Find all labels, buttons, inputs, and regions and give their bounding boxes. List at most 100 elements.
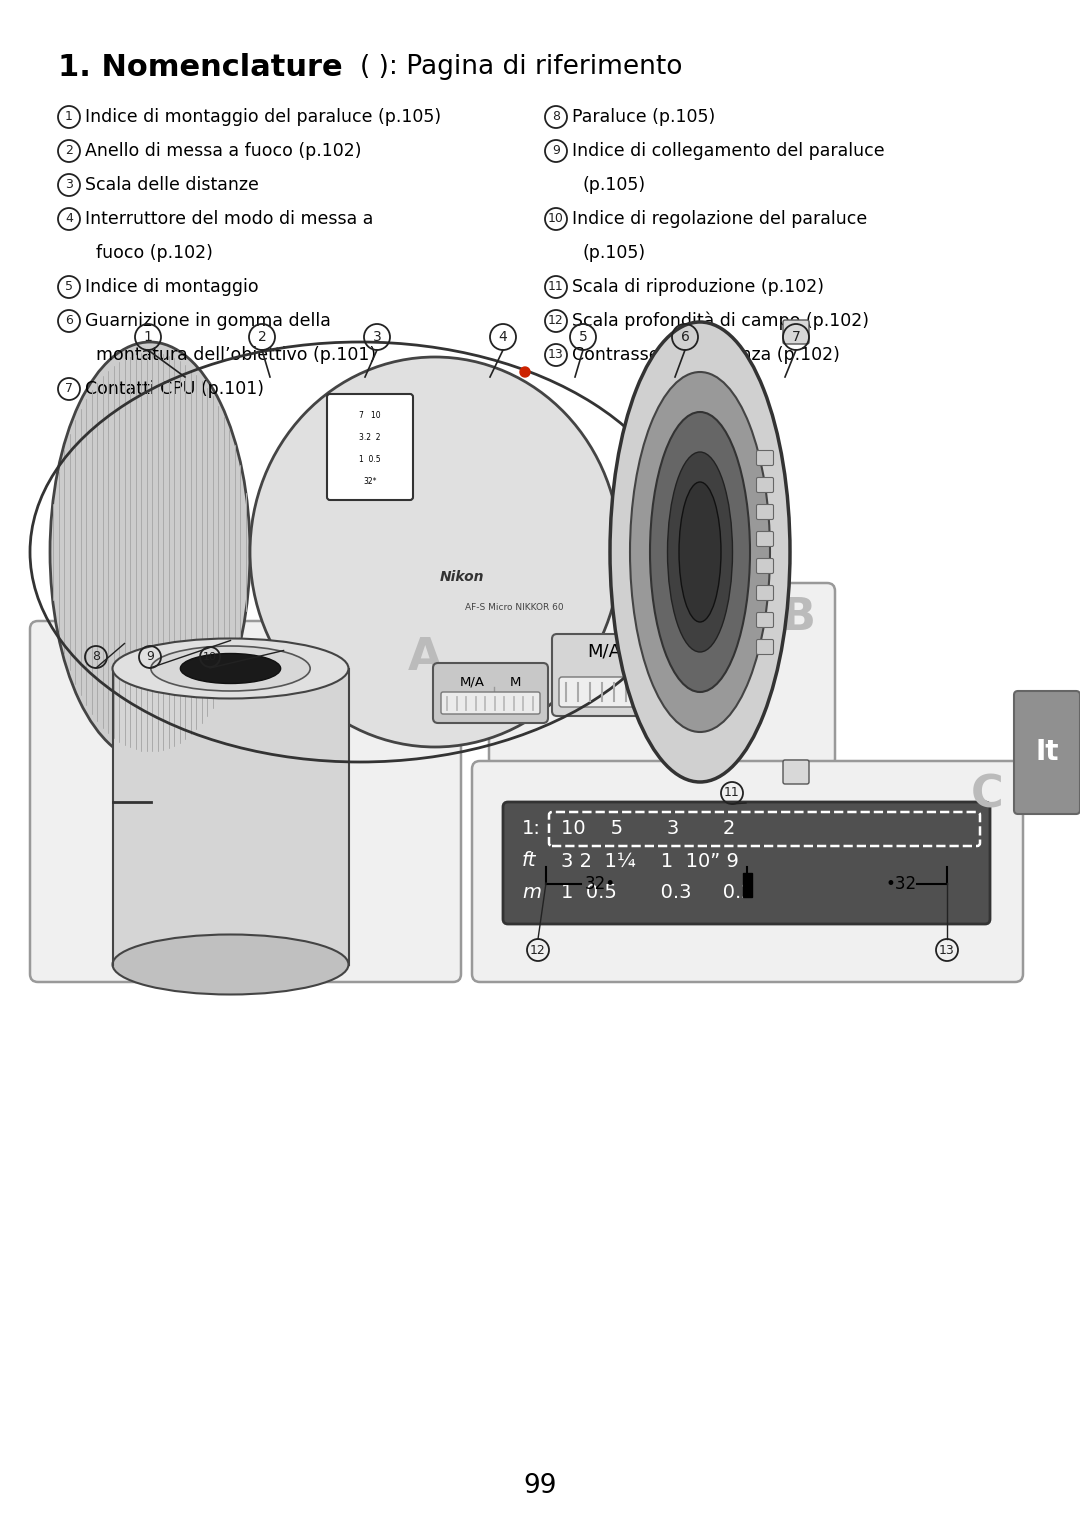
Text: 99: 99 bbox=[523, 1473, 557, 1499]
FancyBboxPatch shape bbox=[756, 586, 773, 601]
Text: 10    5       3       2: 10 5 3 2 bbox=[561, 819, 735, 839]
Text: 7: 7 bbox=[65, 382, 73, 396]
Text: (p.105): (p.105) bbox=[583, 244, 646, 262]
Text: 1: 1 bbox=[65, 111, 73, 123]
Text: •32: •32 bbox=[885, 875, 916, 893]
FancyBboxPatch shape bbox=[1014, 691, 1080, 814]
Ellipse shape bbox=[667, 452, 732, 651]
Text: 3: 3 bbox=[373, 330, 381, 344]
Text: 13: 13 bbox=[549, 349, 564, 362]
Text: 1  0.5: 1 0.5 bbox=[360, 455, 381, 464]
Text: 7   10: 7 10 bbox=[360, 411, 381, 420]
FancyBboxPatch shape bbox=[756, 639, 773, 654]
Text: m: m bbox=[522, 883, 541, 903]
Text: ft: ft bbox=[522, 851, 537, 871]
Ellipse shape bbox=[151, 645, 310, 691]
FancyBboxPatch shape bbox=[756, 451, 773, 466]
Ellipse shape bbox=[112, 935, 349, 994]
Circle shape bbox=[519, 367, 530, 377]
FancyBboxPatch shape bbox=[783, 320, 809, 344]
Text: Contrassegno distanza (p.102): Contrassegno distanza (p.102) bbox=[572, 345, 840, 364]
Text: 2: 2 bbox=[258, 330, 267, 344]
Text: C: C bbox=[971, 773, 1003, 816]
Text: 5: 5 bbox=[65, 280, 73, 294]
Text: 11: 11 bbox=[549, 280, 564, 294]
Ellipse shape bbox=[50, 342, 249, 763]
Text: Scala profondità di campo (p.102): Scala profondità di campo (p.102) bbox=[572, 312, 869, 330]
Text: 4: 4 bbox=[65, 213, 73, 225]
FancyBboxPatch shape bbox=[552, 635, 732, 715]
FancyBboxPatch shape bbox=[472, 761, 1023, 982]
Text: 2: 2 bbox=[65, 145, 73, 157]
Polygon shape bbox=[112, 668, 349, 965]
Text: 3: 3 bbox=[65, 178, 73, 192]
Text: 5: 5 bbox=[579, 330, 588, 344]
Text: fuoco (p.102): fuoco (p.102) bbox=[96, 244, 213, 262]
FancyBboxPatch shape bbox=[783, 759, 809, 784]
Text: 8: 8 bbox=[92, 650, 100, 664]
Text: Interruttore del modo di messa a: Interruttore del modo di messa a bbox=[85, 210, 374, 228]
Bar bbox=[743, 874, 752, 896]
FancyBboxPatch shape bbox=[756, 504, 773, 519]
Text: M: M bbox=[510, 676, 521, 688]
Text: Contatti CPU (p.101): Contatti CPU (p.101) bbox=[85, 380, 264, 397]
Text: montatura dell’obiettivo (p.101): montatura dell’obiettivo (p.101) bbox=[96, 345, 376, 364]
Text: Indice di montaggio del paraluce (p.105): Indice di montaggio del paraluce (p.105) bbox=[85, 108, 441, 126]
FancyBboxPatch shape bbox=[756, 478, 773, 493]
Ellipse shape bbox=[112, 639, 349, 699]
Text: 11: 11 bbox=[724, 787, 740, 799]
Text: Guarnizione in gomma della: Guarnizione in gomma della bbox=[85, 312, 330, 330]
FancyBboxPatch shape bbox=[756, 612, 773, 627]
FancyBboxPatch shape bbox=[756, 531, 773, 546]
Text: 1: 1 bbox=[144, 330, 152, 344]
Text: 32*: 32* bbox=[363, 476, 377, 486]
Text: 3 2  1¼    1  10” 9: 3 2 1¼ 1 10” 9 bbox=[561, 851, 739, 871]
Text: 32•: 32• bbox=[585, 875, 616, 893]
Text: 10: 10 bbox=[203, 651, 217, 662]
Text: Scala di riproduzione (p.102): Scala di riproduzione (p.102) bbox=[572, 279, 824, 295]
Text: 12: 12 bbox=[530, 944, 545, 956]
Text: 13: 13 bbox=[940, 944, 955, 956]
Ellipse shape bbox=[630, 371, 770, 732]
Text: Scala delle distanze: Scala delle distanze bbox=[85, 177, 259, 193]
Text: 6: 6 bbox=[65, 315, 73, 327]
FancyBboxPatch shape bbox=[756, 559, 773, 574]
Text: 6: 6 bbox=[680, 330, 689, 344]
Text: AF-S Micro NIKKOR 60: AF-S Micro NIKKOR 60 bbox=[465, 603, 564, 612]
Text: 4: 4 bbox=[499, 330, 508, 344]
Ellipse shape bbox=[679, 482, 721, 622]
Text: 10: 10 bbox=[548, 213, 564, 225]
Ellipse shape bbox=[249, 358, 620, 747]
Text: Indice di collegamento del paraluce: Indice di collegamento del paraluce bbox=[572, 142, 885, 160]
Text: M/A: M/A bbox=[459, 676, 485, 688]
Text: 9: 9 bbox=[146, 650, 154, 664]
FancyBboxPatch shape bbox=[441, 693, 540, 714]
Text: M: M bbox=[664, 642, 679, 661]
Text: 7: 7 bbox=[792, 330, 800, 344]
Ellipse shape bbox=[610, 323, 789, 782]
FancyBboxPatch shape bbox=[489, 583, 835, 767]
FancyBboxPatch shape bbox=[433, 664, 548, 723]
FancyBboxPatch shape bbox=[559, 677, 725, 708]
Text: 3.2  2: 3.2 2 bbox=[360, 432, 381, 441]
FancyBboxPatch shape bbox=[30, 621, 461, 982]
Text: 1:: 1: bbox=[522, 819, 541, 839]
Text: M/A: M/A bbox=[588, 642, 621, 661]
Text: Indice di montaggio: Indice di montaggio bbox=[85, 279, 258, 295]
Text: 8: 8 bbox=[552, 111, 561, 123]
Ellipse shape bbox=[650, 412, 750, 693]
FancyBboxPatch shape bbox=[327, 394, 413, 501]
Text: A: A bbox=[408, 636, 442, 679]
Text: Anello di messa a fuoco (p.102): Anello di messa a fuoco (p.102) bbox=[85, 142, 362, 160]
Text: ( ): Pagina di riferimento: ( ): Pagina di riferimento bbox=[360, 53, 683, 81]
Text: 12: 12 bbox=[549, 315, 564, 327]
Text: Indice di regolazione del paraluce: Indice di regolazione del paraluce bbox=[572, 210, 867, 228]
Text: B: B bbox=[782, 595, 816, 639]
Text: It: It bbox=[1036, 738, 1058, 767]
Text: Paraluce (p.105): Paraluce (p.105) bbox=[572, 108, 715, 126]
Ellipse shape bbox=[180, 653, 281, 683]
Text: 1  0.5       0.3     0.2: 1 0.5 0.3 0.2 bbox=[561, 883, 754, 903]
Text: 9: 9 bbox=[552, 145, 559, 157]
Text: Nikon: Nikon bbox=[440, 571, 485, 584]
Text: (p.105): (p.105) bbox=[583, 177, 646, 193]
